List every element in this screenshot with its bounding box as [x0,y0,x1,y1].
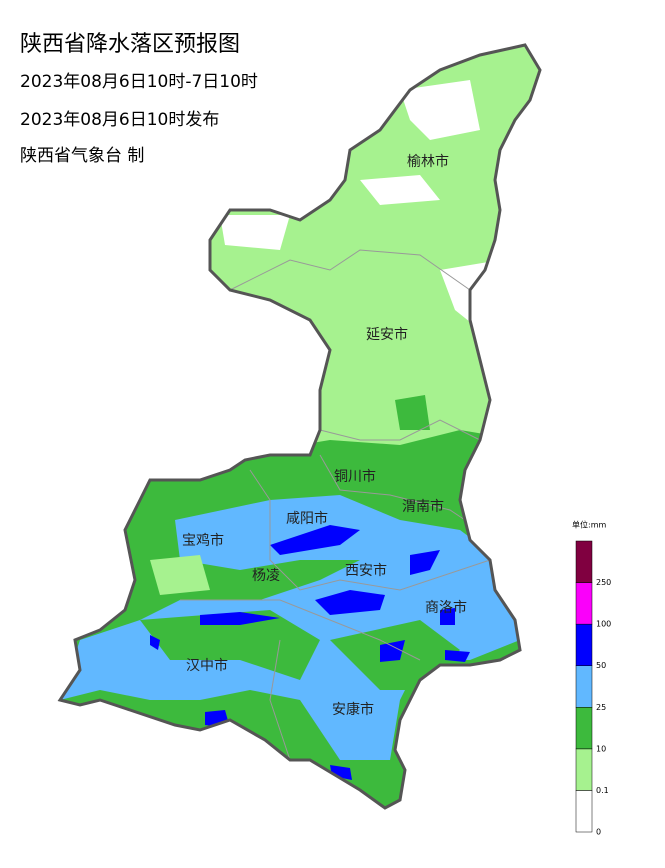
map-title: 陕西省降水落区预报图 [20,32,240,57]
city-label: 铜川市 [334,468,376,485]
legend-tick-label: 10 [596,744,606,753]
city-label: 商洛市 [425,599,467,616]
city-label: 延安市 [366,326,408,343]
city-label: 杨凌 [252,568,280,584]
city-label: 西安市 [345,562,387,579]
city-label: 宝鸡市 [182,532,224,549]
legend-tick-label: 50 [596,661,606,670]
legend-swatch [575,748,593,791]
forecast-period: 2023年08月6日10时-7日10时 [20,72,258,92]
legend: 单位:mm 0 0.1 10 25 50 100 250 [572,520,611,837]
city-label: 安康市 [332,701,374,718]
legend-swatch [575,623,593,666]
city-label: 榆林市 [407,153,449,170]
legend-swatch [575,665,593,708]
issue-time: 2023年08月6日10时发布 [20,110,219,130]
legend-unit: 单位:mm [572,520,606,530]
legend-tick-label: 100 [596,620,611,629]
city-label: 咸阳市 [286,510,328,527]
city-label: 渭南市 [402,498,444,515]
agency: 陕西省气象台 制 [20,146,144,166]
legend-tick-label: 0.1 [596,786,609,795]
legend-tick-label: 0 [596,828,601,837]
city-borders [180,249,491,761]
legend-tick-label: 250 [596,578,611,587]
legend-swatch [575,707,593,750]
legend-tick-label: 25 [596,703,606,712]
city-label: 汉中市 [186,657,228,674]
legend-swatch [575,582,593,625]
legend-swatch [575,790,593,833]
legend-swatch [575,540,593,583]
